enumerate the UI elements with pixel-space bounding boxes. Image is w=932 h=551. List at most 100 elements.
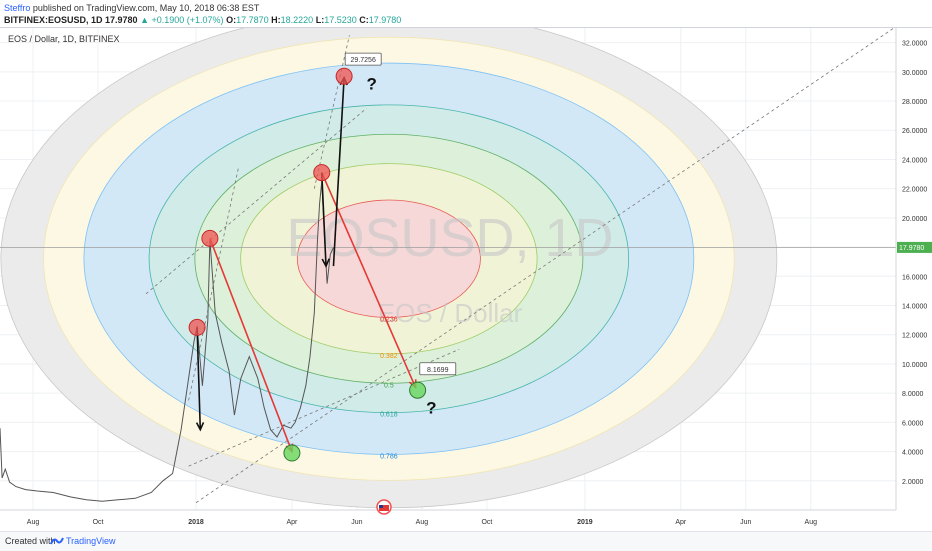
open-label: O: (226, 15, 237, 25)
price-series (0, 181, 334, 502)
black-arrow-head[interactable] (321, 258, 330, 268)
red-circle-marker[interactable] (313, 164, 331, 182)
published-text: published on TradingView.com, May 10, 20… (32, 3, 260, 13)
last-price: 17.9780 (105, 15, 138, 25)
dashed-trend-line[interactable] (313, 35, 350, 189)
red-circle-marker[interactable] (335, 67, 353, 85)
open-value: 17.7870 (236, 15, 269, 25)
close-value: 17.9780 (368, 15, 402, 25)
high-value: 18.2220 (280, 15, 314, 25)
publication-line: Steffro published on TradingView.com, Ma… (4, 3, 259, 13)
current-price-tag-text: 17.9780 (899, 245, 924, 252)
green-circle-marker[interactable] (409, 381, 427, 399)
fib-ring-stroke (194, 133, 584, 384)
dashed-trend-line[interactable] (195, 28, 895, 504)
time-axis-tick-label: 2019 (577, 519, 593, 526)
green-circle-marker[interactable] (283, 444, 301, 462)
fib-ring-stroke (296, 199, 481, 318)
question-marks: ?? (366, 74, 436, 417)
us-flag-canton (379, 505, 383, 508)
price-axis-tick-label: 30.0000 (902, 70, 927, 77)
fib-level-label: 0.382 (380, 353, 398, 360)
event-flag[interactable] (376, 499, 392, 515)
black-arrow[interactable] (332, 77, 345, 267)
price-axis-tick-label: 28.0000 (902, 99, 927, 106)
time-axis-tick-label: Jun (740, 519, 751, 526)
fib-level-label: 0.236 (380, 317, 398, 324)
fib-ring-fill (297, 200, 481, 318)
price-axis[interactable]: 2.0000 4.0000 6.0000 8.0000 10.0000 12.0000 14… (902, 41, 927, 486)
watermark-name: EOS / Dollar (378, 298, 523, 328)
time-axis-tick-label: Oct (481, 519, 492, 526)
price-axis-tick-label: 26.0000 (902, 128, 927, 135)
tradingview-logo-icon[interactable] (50, 535, 64, 547)
symbol-label: BITFINEX:EOSUSD, 1D (4, 15, 103, 25)
price-axis-tick-label: 2.0000 (902, 479, 924, 486)
dashed-trend-line[interactable] (188, 348, 460, 467)
time-axis-tick-label: 2018 (188, 519, 204, 526)
price-change: ▲ +0.1900 (+1.07%) (140, 15, 224, 25)
time-axis-tick-label: Aug (416, 519, 429, 526)
price-callout-text: 29.7256 (351, 57, 376, 64)
price-axis-tick-label: 8.0000 (902, 391, 924, 398)
time-axis-tick-label: Aug (27, 519, 40, 526)
time-axis-tick-label: Apr (675, 519, 687, 526)
fib-ring-stroke (240, 163, 538, 355)
ticker-summary: BITFINEX:EOSUSD, 1D 17.9780 ▲ +0.1900 (+… (4, 15, 401, 25)
price-callout-text: 8.1699 (427, 367, 449, 374)
question-mark: ? (366, 74, 376, 93)
fib-level-label: 0.786 (380, 453, 398, 460)
fib-ring-stroke (83, 62, 695, 455)
trend-lines[interactable] (145, 28, 895, 504)
chart-title: EOS / Dollar, 1D, BITFINEX (8, 34, 120, 44)
header-divider (0, 27, 932, 28)
dashed-trend-line[interactable] (145, 108, 367, 295)
arrows[interactable] (195, 75, 417, 454)
publisher-link[interactable]: Steffro (4, 3, 31, 13)
fib-ring-stroke (148, 104, 630, 414)
dashed-trend-line[interactable] (188, 166, 240, 401)
question-mark: ? (426, 399, 436, 418)
red-circle-marker[interactable] (201, 229, 219, 247)
price-axis-tick-label: 4.0000 (902, 450, 924, 457)
time-axis-tick-label: Oct (93, 519, 104, 526)
price-axis-tick-label: 22.0000 (902, 187, 927, 194)
current-price-tag-bg (897, 241, 932, 253)
price-callout-box (419, 362, 457, 376)
price-axis-tick-label: 24.0000 (902, 157, 927, 164)
time-axis-tick-label: Aug (805, 519, 818, 526)
created-with-text: Created with (5, 536, 56, 546)
current-price-tag: 17.9780 (897, 241, 932, 253)
us-flag-stripes (379, 505, 389, 511)
low-value: 17.5230 (324, 15, 357, 25)
price-axis-tick-label: 12.0000 (902, 333, 927, 340)
price-callout-box (344, 52, 382, 66)
close-label: C: (359, 15, 369, 25)
red-arrow[interactable] (209, 238, 293, 452)
black-arrow-head[interactable] (195, 422, 205, 432)
red-circle-marker[interactable] (188, 318, 206, 336)
tradingview-brand-link[interactable]: TradingView (66, 536, 116, 546)
price-axis-tick-label: 32.0000 (902, 41, 927, 48)
price-axis-tick-label: 10.0000 (902, 362, 927, 369)
circle-markers[interactable] (188, 67, 427, 462)
time-axis-tick-label: Jun (351, 519, 362, 526)
time-axis-tick-label: Apr (286, 519, 298, 526)
chart-frame[interactable]: EOSUSD, 1D EOS / Dollar 0.236 0.382 0.5 0.6… (0, 28, 932, 528)
fib-level-label: 0.5 (384, 382, 394, 389)
fib-level-label: 0.618 (380, 412, 398, 419)
footer-bar: Created with TradingView (0, 531, 932, 551)
fib-circles (0, 28, 778, 509)
high-label: H: (271, 15, 281, 25)
price-axis-tick-label: 6.0000 (902, 420, 924, 427)
price-callouts: 29.7256 8.1699 (344, 52, 457, 376)
price-axis-tick-label: 16.0000 (902, 274, 927, 281)
time-axis[interactable]: Aug Oct 2018 Apr Jun Aug Oct 2019 Apr Jun Aug (27, 519, 817, 526)
price-axis-tick-label: 20.0000 (902, 216, 927, 223)
price-chart[interactable]: EOSUSD, 1D EOS / Dollar 0.2360.3820.50.6… (0, 28, 932, 528)
black-arrow[interactable] (196, 327, 202, 430)
low-label: L: (315, 15, 325, 25)
black-arrow[interactable] (320, 172, 327, 267)
price-axis-tick-label: 14.0000 (902, 304, 927, 311)
fib-ring-stroke (43, 36, 735, 481)
